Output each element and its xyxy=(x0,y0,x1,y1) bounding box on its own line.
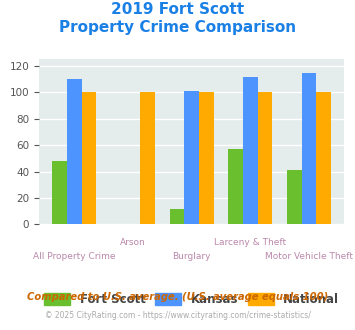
Bar xyxy=(140,92,155,224)
Text: Compared to U.S. average. (U.S. average equals 100): Compared to U.S. average. (U.S. average … xyxy=(27,292,328,302)
Bar xyxy=(184,91,199,224)
Text: Motor Vehicle Theft: Motor Vehicle Theft xyxy=(265,252,353,261)
Text: Property Crime Comparison: Property Crime Comparison xyxy=(59,20,296,35)
Text: Burglary: Burglary xyxy=(173,252,211,261)
Bar xyxy=(316,92,331,224)
Bar xyxy=(52,161,67,224)
Text: All Property Crime: All Property Crime xyxy=(33,252,115,261)
Bar xyxy=(243,77,258,224)
Bar xyxy=(228,149,243,224)
Bar xyxy=(67,79,82,224)
Text: Arson: Arson xyxy=(120,238,146,247)
Bar xyxy=(82,92,96,224)
Text: 2019 Fort Scott: 2019 Fort Scott xyxy=(111,2,244,16)
Bar xyxy=(302,73,316,224)
Bar xyxy=(170,209,184,224)
Bar xyxy=(287,170,302,224)
Bar xyxy=(258,92,272,224)
Bar xyxy=(199,92,214,224)
Text: © 2025 CityRating.com - https://www.cityrating.com/crime-statistics/: © 2025 CityRating.com - https://www.city… xyxy=(45,311,310,320)
Legend: Fort Scott, Kansas, National: Fort Scott, Kansas, National xyxy=(44,293,339,306)
Text: Larceny & Theft: Larceny & Theft xyxy=(214,238,286,247)
